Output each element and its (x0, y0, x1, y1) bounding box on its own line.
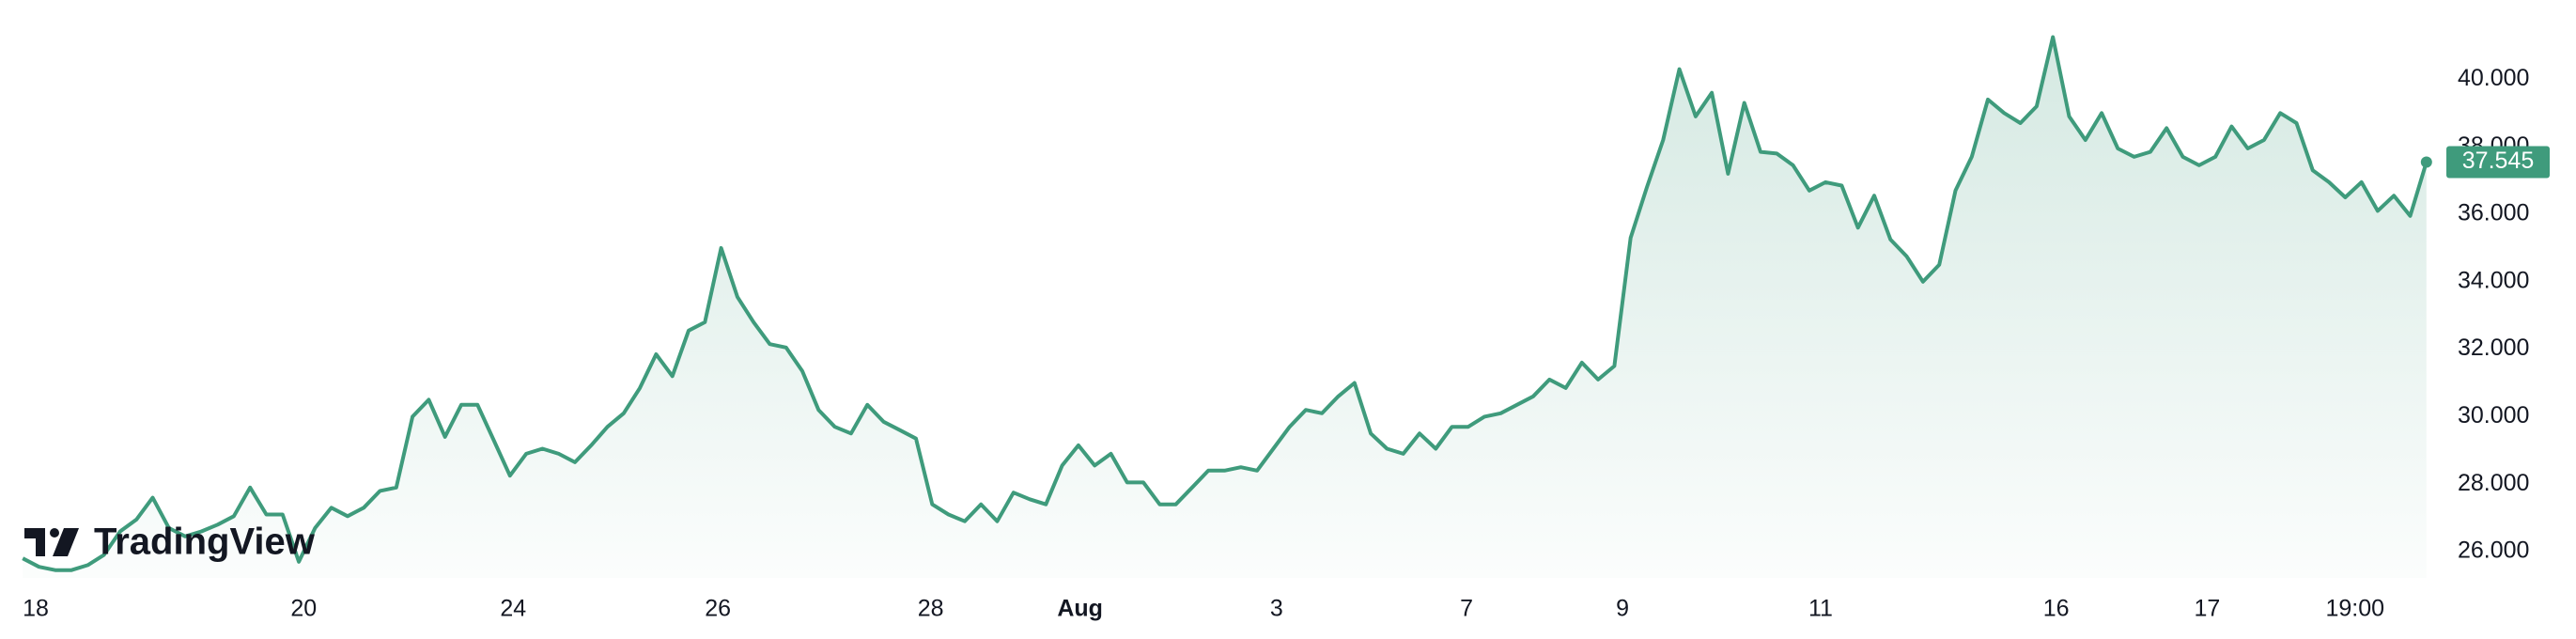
logo-icon (50, 528, 59, 538)
x-tick-label: 18 (23, 596, 49, 622)
y-tick-label: 40.000 (2458, 65, 2529, 91)
x-tick-label: 19:00 (2325, 596, 2384, 622)
x-tick-label: 7 (1460, 596, 1473, 622)
y-tick-label: 30.000 (2458, 402, 2529, 429)
price-line (22, 35, 2429, 572)
y-tick-label: 28.000 (2458, 470, 2529, 496)
y-tick-label: 26.000 (2458, 538, 2529, 564)
y-tick-label: 34.000 (2458, 267, 2529, 293)
area-fill (23, 37, 2427, 578)
x-tick-label: 11 (1808, 596, 1833, 622)
logo-icon (24, 528, 45, 538)
x-tick-label: Aug (1057, 596, 1103, 622)
logo-icon (53, 528, 79, 556)
x-tick-label: 26 (705, 596, 731, 622)
logo: TradingView (24, 522, 316, 563)
y-tick-label: 36.000 (2458, 200, 2529, 226)
x-tick-label: 9 (1616, 596, 1629, 622)
logo-icon (36, 528, 45, 556)
plot-area (22, 35, 2432, 578)
x-tick-label: 24 (500, 596, 526, 622)
last-point (2420, 156, 2432, 168)
x-tick-label: 17 (2195, 596, 2221, 622)
x-tick-label: 20 (290, 596, 317, 622)
x-tick-label: 3 (1270, 596, 1283, 622)
x-tick-label: 16 (2043, 596, 2070, 622)
logo-text: TradingView (94, 522, 316, 563)
x-tick-label: 28 (918, 596, 944, 622)
last-value-label: 37.545 (2462, 148, 2534, 174)
last-value-badge (2446, 146, 2550, 179)
y-tick-label: 32.000 (2458, 335, 2529, 361)
